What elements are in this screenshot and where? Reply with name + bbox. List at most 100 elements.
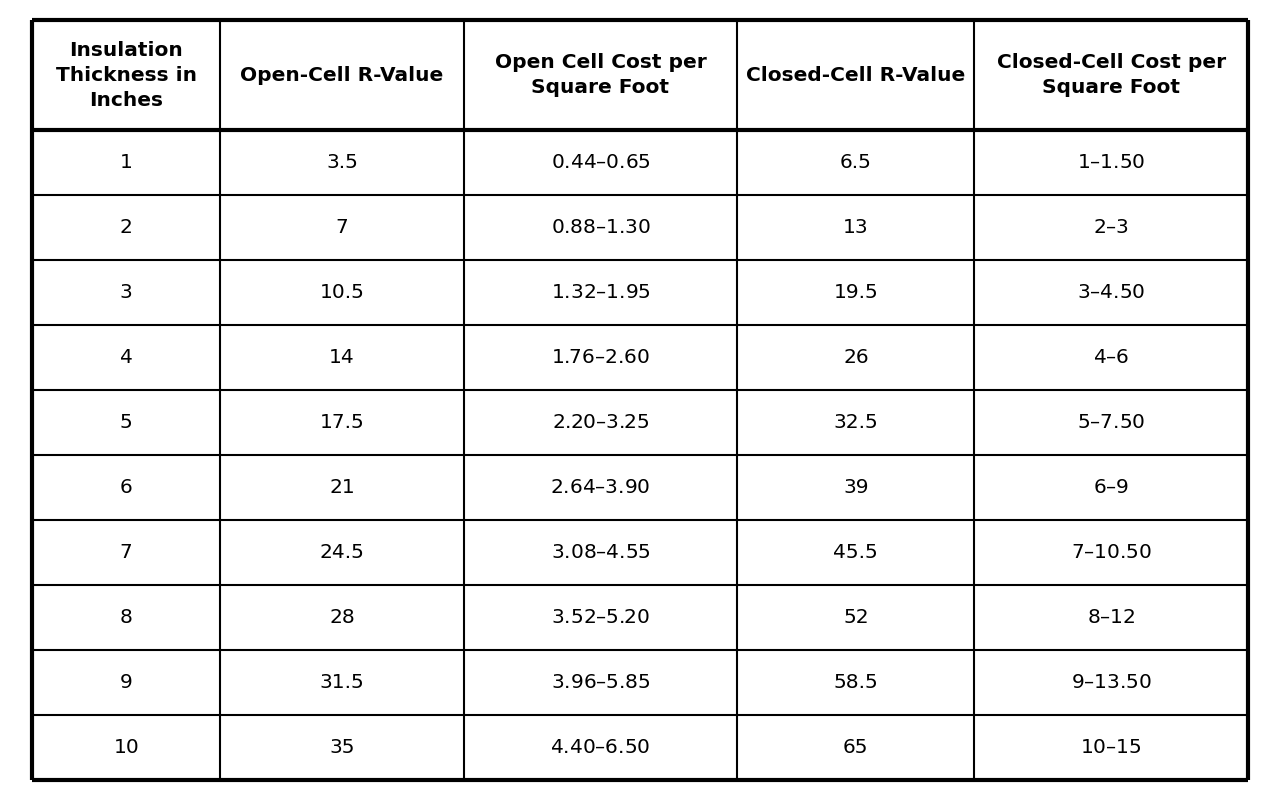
Text: 39: 39 xyxy=(844,478,869,497)
Bar xyxy=(32,195,220,260)
Bar xyxy=(463,715,737,780)
Bar xyxy=(974,130,1248,195)
Bar xyxy=(32,130,220,195)
Bar xyxy=(32,260,220,325)
Bar xyxy=(220,585,463,650)
Bar xyxy=(463,390,737,455)
Bar xyxy=(32,325,220,390)
Bar xyxy=(974,455,1248,520)
Text: 24.5: 24.5 xyxy=(320,543,365,562)
Bar xyxy=(463,130,737,195)
Bar xyxy=(463,650,737,715)
Bar xyxy=(974,390,1248,455)
Bar xyxy=(974,650,1248,715)
Text: 10.5: 10.5 xyxy=(320,283,365,302)
Text: $9–$13.50: $9–$13.50 xyxy=(1070,673,1152,692)
Text: 58.5: 58.5 xyxy=(833,673,878,692)
Text: 7: 7 xyxy=(120,543,133,562)
Bar xyxy=(737,455,974,520)
Bar xyxy=(220,650,463,715)
Text: $6–$9: $6–$9 xyxy=(1093,478,1129,497)
Text: 52: 52 xyxy=(844,608,869,627)
Bar xyxy=(32,520,220,585)
Bar xyxy=(737,650,974,715)
Text: 21: 21 xyxy=(329,478,355,497)
Bar xyxy=(220,130,463,195)
Bar xyxy=(974,260,1248,325)
Text: 65: 65 xyxy=(844,738,869,757)
Bar xyxy=(463,585,737,650)
Text: 14: 14 xyxy=(329,348,355,367)
Bar xyxy=(32,650,220,715)
Bar xyxy=(737,585,974,650)
Text: $8–$12: $8–$12 xyxy=(1087,608,1135,627)
Bar xyxy=(974,520,1248,585)
Bar xyxy=(32,715,220,780)
Text: 31.5: 31.5 xyxy=(320,673,365,692)
Text: Open-Cell R-Value: Open-Cell R-Value xyxy=(241,66,444,85)
Text: 6.5: 6.5 xyxy=(840,153,872,172)
Bar xyxy=(463,455,737,520)
Bar xyxy=(737,195,974,260)
Text: 13: 13 xyxy=(844,218,869,237)
Text: 10: 10 xyxy=(114,738,140,757)
Text: $2.20–$3.25: $2.20–$3.25 xyxy=(552,413,649,432)
Text: $7–$10.50: $7–$10.50 xyxy=(1070,543,1152,562)
Text: 7: 7 xyxy=(335,218,348,237)
Bar xyxy=(737,20,974,130)
Text: 4: 4 xyxy=(120,348,133,367)
Text: 17.5: 17.5 xyxy=(320,413,365,432)
Bar xyxy=(220,715,463,780)
Bar xyxy=(737,325,974,390)
Text: 1: 1 xyxy=(120,153,133,172)
Text: $3.08–$4.55: $3.08–$4.55 xyxy=(550,543,650,562)
Text: $4–$6: $4–$6 xyxy=(1093,348,1129,367)
Bar xyxy=(220,390,463,455)
Text: 28: 28 xyxy=(329,608,355,627)
Bar xyxy=(220,260,463,325)
Bar xyxy=(32,390,220,455)
Text: $1.32–$1.95: $1.32–$1.95 xyxy=(550,283,650,302)
Bar xyxy=(463,260,737,325)
Bar xyxy=(32,585,220,650)
Bar xyxy=(220,20,463,130)
Bar xyxy=(220,195,463,260)
Bar xyxy=(220,455,463,520)
Bar xyxy=(737,260,974,325)
Text: 35: 35 xyxy=(329,738,355,757)
Bar xyxy=(463,325,737,390)
Text: $2–$3: $2–$3 xyxy=(1093,218,1129,237)
Bar xyxy=(32,455,220,520)
Text: $0.44–$0.65: $0.44–$0.65 xyxy=(550,153,650,172)
Text: 2: 2 xyxy=(120,218,133,237)
Text: Closed-Cell R-Value: Closed-Cell R-Value xyxy=(746,66,965,85)
Text: $1–$1.50: $1–$1.50 xyxy=(1076,153,1146,172)
Text: 5: 5 xyxy=(120,413,133,432)
Bar xyxy=(974,325,1248,390)
Text: $3–$4.50: $3–$4.50 xyxy=(1076,283,1146,302)
Bar xyxy=(463,195,737,260)
Bar xyxy=(974,585,1248,650)
Bar xyxy=(737,390,974,455)
Bar xyxy=(974,20,1248,130)
Text: 3: 3 xyxy=(120,283,133,302)
Text: $10–$15: $10–$15 xyxy=(1080,738,1142,757)
Bar xyxy=(32,20,220,130)
Bar xyxy=(974,715,1248,780)
Text: Open Cell Cost per
Square Foot: Open Cell Cost per Square Foot xyxy=(494,53,707,97)
Text: 32.5: 32.5 xyxy=(833,413,878,432)
Bar xyxy=(737,520,974,585)
Bar xyxy=(737,130,974,195)
Text: 9: 9 xyxy=(120,673,133,692)
Text: $4.40–$6.50: $4.40–$6.50 xyxy=(550,738,650,757)
Text: $5–$7.50: $5–$7.50 xyxy=(1076,413,1146,432)
Text: $3.96–$5.85: $3.96–$5.85 xyxy=(550,673,650,692)
Text: Closed-Cell Cost per
Square Foot: Closed-Cell Cost per Square Foot xyxy=(997,53,1226,97)
Text: $1.76–$2.60: $1.76–$2.60 xyxy=(552,348,650,367)
Text: 6: 6 xyxy=(120,478,133,497)
Bar xyxy=(974,195,1248,260)
Text: $3.52–$5.20: $3.52–$5.20 xyxy=(550,608,650,627)
Text: 3.5: 3.5 xyxy=(326,153,358,172)
Bar xyxy=(220,325,463,390)
Bar xyxy=(737,715,974,780)
